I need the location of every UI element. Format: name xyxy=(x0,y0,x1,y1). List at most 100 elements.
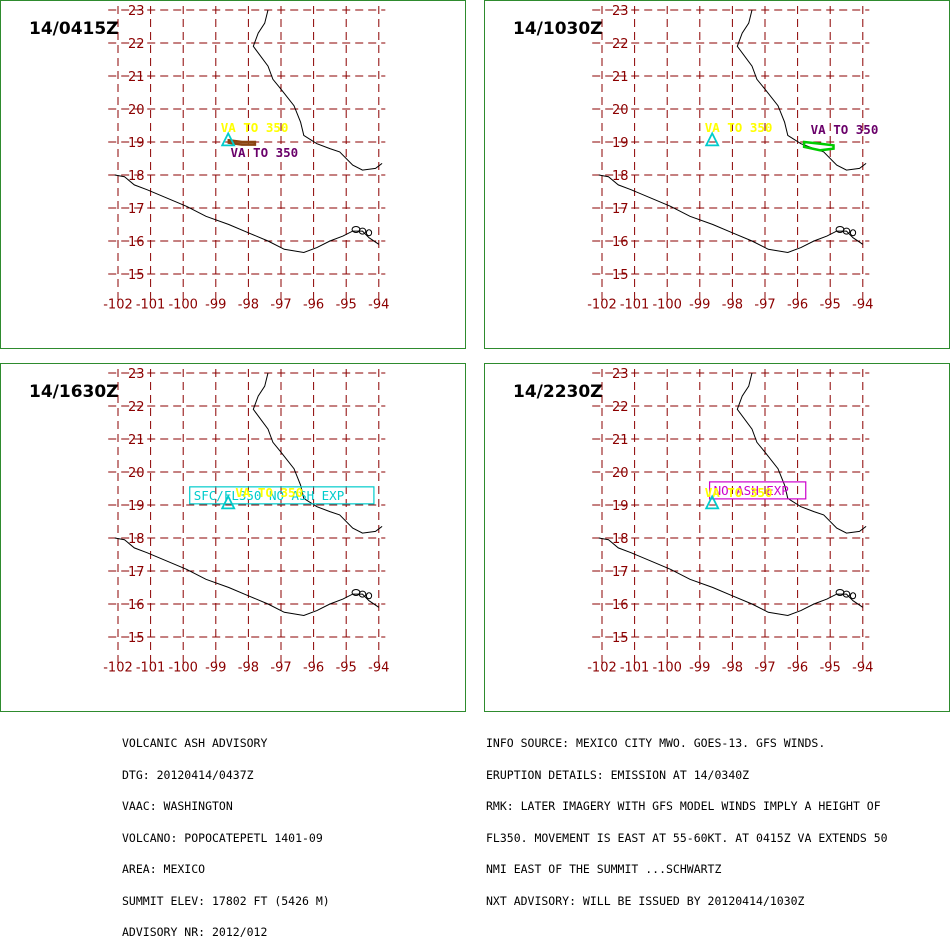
lon-label: -101 xyxy=(136,298,166,313)
advisory-line: NMI EAST OF THE SUMMIT ...SCHWARTZ xyxy=(486,862,722,876)
lagoon xyxy=(842,590,851,598)
lagoon xyxy=(358,227,367,235)
ash-plume-polygon xyxy=(227,138,257,146)
lat-label: 18 xyxy=(612,169,629,184)
lat-label: 15 xyxy=(128,631,145,646)
lat-label: 22 xyxy=(128,400,145,415)
lat-label: 23 xyxy=(128,4,145,19)
lat-label: 15 xyxy=(128,268,145,283)
lon-label: -97 xyxy=(754,298,775,313)
lon-label: -95 xyxy=(336,661,357,676)
lon-label: -99 xyxy=(689,298,710,313)
lat-label: 17 xyxy=(128,565,145,580)
lat-label: 22 xyxy=(612,400,629,415)
lat-label: 15 xyxy=(612,268,629,283)
advisory-line: FL350. MOVEMENT IS EAST AT 55-60KT. AT 0… xyxy=(486,830,888,845)
lagoon xyxy=(849,229,857,237)
lon-label: -96 xyxy=(303,661,324,676)
ash-height-label: VA TO 350 xyxy=(235,485,303,500)
lon-label: -101 xyxy=(620,661,650,676)
volcano-icon xyxy=(220,494,236,510)
advisory-line: VOLCANO: POPOCATEPETL 1401-09 xyxy=(122,830,323,845)
ash-height-label: VA TO 350 xyxy=(705,485,773,500)
lon-label: -94 xyxy=(368,661,389,676)
lon-label: -97 xyxy=(754,661,775,676)
lat-label: 23 xyxy=(612,4,629,19)
lat-label: 22 xyxy=(128,37,145,52)
volcano-icon xyxy=(220,131,236,147)
lon-label: -100 xyxy=(652,661,682,676)
advisory-line: ADVISORY NR: 2012/012 xyxy=(122,925,268,939)
lat-label: 20 xyxy=(128,103,145,118)
lon-label: -98 xyxy=(722,661,743,676)
lat-label: 20 xyxy=(612,103,629,118)
lon-label: -95 xyxy=(820,298,841,313)
advisory-remarks-text: INFO SOURCE: MEXICO CITY MWO. GOES-13. G… xyxy=(486,717,888,917)
advisory-line: ERUPTION DETAILS: EMISSION AT 14/0340Z xyxy=(486,767,750,782)
lagoon xyxy=(358,590,367,598)
lon-label: -97 xyxy=(270,661,291,676)
lon-label: -101 xyxy=(136,661,166,676)
lat-label: 21 xyxy=(612,70,629,85)
volcano-icon xyxy=(704,494,720,510)
advisory-line: RMK: LATER IMAGERY WITH GFS MODEL WINDS … xyxy=(486,799,881,813)
lon-label: -102 xyxy=(103,661,133,676)
map-panel-2230: 23 22 21 20 19 18 17 16 15 -102 -101 -100 -99 -98 -97-… xyxy=(484,363,950,712)
advisory-line: AREA: MEXICO xyxy=(122,862,206,876)
lon-label: -94 xyxy=(852,298,873,313)
lon-label: -96 xyxy=(787,661,808,676)
lat-label: 23 xyxy=(128,367,145,382)
lat-label: 17 xyxy=(612,565,629,580)
map-panel-1030: 23 22 21 20 19 18 17 16 15 -102 -101 -100 -99 -98 -97-… xyxy=(484,0,950,349)
lon-label: -101 xyxy=(620,298,650,313)
lon-label: -94 xyxy=(852,661,873,676)
volcano-icon xyxy=(704,131,720,147)
ash-height-label: VA TO 350 xyxy=(811,122,879,137)
coastline-gulf xyxy=(252,9,383,171)
lon-label: -100 xyxy=(168,661,198,676)
lon-label: -96 xyxy=(787,298,808,313)
lon-label: -95 xyxy=(820,661,841,676)
lon-label: -94 xyxy=(368,298,389,313)
forecast-box-label: NO ASH EXP xyxy=(714,483,789,498)
lon-label: -102 xyxy=(587,298,617,313)
lat-label: 22 xyxy=(612,37,629,52)
coastline-gulf xyxy=(736,9,867,171)
lon-label: -102 xyxy=(587,661,617,676)
advisory-line: VOLCANIC ASH ADVISORY xyxy=(122,736,268,750)
lon-label: -98 xyxy=(722,298,743,313)
lagoon xyxy=(365,229,373,237)
lon-label: -98 xyxy=(238,661,259,676)
lat-label: 16 xyxy=(612,235,629,250)
ash-plume-polygon xyxy=(802,140,835,152)
lon-label: -96 xyxy=(303,298,324,313)
lon-label: -99 xyxy=(689,661,710,676)
lat-label: 20 xyxy=(612,466,629,481)
lat-label: 16 xyxy=(612,598,629,613)
advisory-line: SUMMIT ELEV: 17802 FT (5426 M) xyxy=(122,893,330,908)
lat-label: 18 xyxy=(128,532,145,547)
lat-label: 19 xyxy=(128,136,145,151)
lagoon xyxy=(842,227,851,235)
lat-label: 15 xyxy=(612,631,629,646)
advisory-line: VAAC: WASHINGTON xyxy=(122,799,233,813)
advisory-line: DTG: 20120414/0437Z xyxy=(122,767,254,782)
lon-label: -99 xyxy=(205,298,226,313)
lat-label: 18 xyxy=(128,169,145,184)
lagoon xyxy=(365,592,373,600)
lat-label: 16 xyxy=(128,235,145,250)
map-panel-0415: 23 22 21 20 19 18 17 16 15 -102 -101 -100 -99 -98 -97-… xyxy=(0,0,466,349)
lon-label: -100 xyxy=(652,298,682,313)
coastline-gulf xyxy=(736,372,867,534)
advisory-line: INFO SOURCE: MEXICO CITY MWO. GOES-13. G… xyxy=(486,736,826,750)
lon-label: -102 xyxy=(103,298,133,313)
lat-label: 18 xyxy=(612,532,629,547)
panel-time-label: 14/0415Z xyxy=(29,19,119,39)
panel-time-label: 14/1030Z xyxy=(513,19,603,39)
coastline-gulf xyxy=(252,372,383,534)
lat-label: 16 xyxy=(128,598,145,613)
lat-label: 17 xyxy=(612,202,629,217)
